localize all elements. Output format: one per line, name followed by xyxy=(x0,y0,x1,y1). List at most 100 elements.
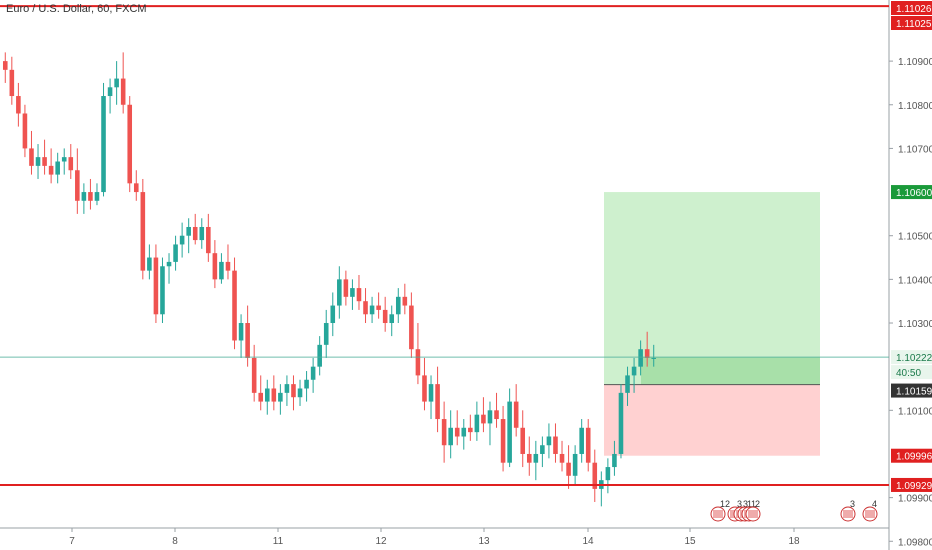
candle-body xyxy=(48,165,54,175)
candle xyxy=(618,384,624,459)
candle xyxy=(173,235,178,271)
price-tag-target[interactable]: 1.10600 xyxy=(891,185,932,200)
candle-body xyxy=(114,78,119,88)
candle-body xyxy=(553,436,558,454)
candle xyxy=(245,305,250,367)
candle xyxy=(75,148,80,214)
candles-layer xyxy=(2,52,657,507)
price-tag-last[interactable]: 1.10222 xyxy=(891,350,932,365)
price-tag-level[interactable]: 1.09929 xyxy=(891,477,932,492)
x-tick-label: 7 xyxy=(69,536,75,547)
candle-body xyxy=(310,366,316,380)
price-tag-level[interactable]: 1.11026 xyxy=(891,1,932,15)
candle xyxy=(271,375,277,411)
candle-body xyxy=(579,427,584,454)
stop-zone[interactable] xyxy=(604,384,820,456)
price-tag-countdown[interactable]: 40:50 xyxy=(891,365,932,380)
target-zone[interactable] xyxy=(604,192,820,385)
candle-body xyxy=(29,148,34,166)
candle-body xyxy=(546,436,552,446)
candle-body xyxy=(487,410,493,424)
candle xyxy=(572,445,578,485)
candle xyxy=(448,410,453,459)
candle-body xyxy=(160,266,165,315)
candle-body xyxy=(559,453,565,463)
candle xyxy=(310,357,316,393)
candle xyxy=(474,401,480,441)
candle xyxy=(120,52,126,114)
y-tick-label: 1.10800 xyxy=(898,101,932,112)
candle xyxy=(337,266,342,319)
candle xyxy=(160,257,165,324)
price-tag-level[interactable]: 1.11025 xyxy=(891,16,932,30)
y-tick-label: 1.10900 xyxy=(898,57,932,68)
candle xyxy=(179,222,185,258)
candle xyxy=(343,270,349,306)
event-marker[interactable]: 3 xyxy=(840,499,856,522)
candle xyxy=(533,440,539,481)
candle xyxy=(494,392,499,428)
candle xyxy=(579,419,584,463)
candle xyxy=(481,397,486,433)
candle-body xyxy=(631,366,637,376)
flag-icon-stripes xyxy=(843,510,853,518)
price-tag-label: 1.11025 xyxy=(896,19,932,30)
candle-body xyxy=(284,384,290,393)
grid-layer xyxy=(0,0,890,550)
price-tag-bg xyxy=(891,477,932,492)
candle-body xyxy=(81,192,87,201)
candle-body xyxy=(572,453,578,476)
candle-body xyxy=(94,192,100,201)
candle xyxy=(559,440,565,472)
price-tag-bg xyxy=(891,1,932,15)
price-tag-label: 1.09929 xyxy=(896,481,932,492)
price-tag-label: 1.11026 xyxy=(896,4,932,15)
position-zones[interactable] xyxy=(604,192,820,456)
candle-body xyxy=(251,357,257,393)
candle xyxy=(382,296,388,332)
candle-body xyxy=(42,157,47,166)
candle xyxy=(323,309,329,358)
candle-body xyxy=(435,384,440,420)
candle-body xyxy=(206,226,211,254)
candle-body xyxy=(258,392,264,402)
event-count-label: 4 xyxy=(872,499,877,509)
candle xyxy=(487,401,493,446)
candle-body xyxy=(245,323,250,358)
time-axis[interactable]: 7 8 11 12 13 14 15 18 xyxy=(69,528,800,547)
candle xyxy=(68,144,74,179)
flag-icon-stripes xyxy=(713,510,723,518)
y-tick-label: 1.10100 xyxy=(898,406,932,417)
candle xyxy=(592,449,598,502)
price-tag-stop[interactable]: 1.09996 xyxy=(891,448,932,463)
candle xyxy=(127,96,133,193)
level-lines[interactable] xyxy=(0,5,889,486)
price-tag-entry[interactable]: 1.10159 xyxy=(891,383,932,398)
candle xyxy=(140,178,146,280)
candle xyxy=(48,148,54,184)
candle xyxy=(22,104,28,158)
candle xyxy=(631,357,637,393)
candle-body xyxy=(173,244,178,262)
price-tag-bg xyxy=(891,185,932,200)
event-marker[interactable]: 12 xyxy=(710,499,730,522)
candle-body xyxy=(428,384,434,402)
x-tick-label: 15 xyxy=(684,536,696,547)
candle-body xyxy=(337,279,342,306)
event-marker[interactable]: 2 xyxy=(745,499,761,522)
candle-body xyxy=(179,235,185,245)
candle xyxy=(638,340,643,376)
candle-body xyxy=(389,314,395,324)
candle-body xyxy=(592,462,598,489)
y-tick-label: 1.10400 xyxy=(898,275,932,286)
candle-body xyxy=(147,257,152,271)
candle xyxy=(81,183,87,214)
x-tick-label: 11 xyxy=(273,536,284,547)
candle-body xyxy=(363,301,368,315)
candle xyxy=(520,410,526,468)
candle xyxy=(651,344,657,367)
price-axis[interactable]: 1.10900 1.10800 1.10700 1.10500 1.10400 1.103… xyxy=(889,1,932,548)
event-marker[interactable]: 4 xyxy=(862,499,878,522)
